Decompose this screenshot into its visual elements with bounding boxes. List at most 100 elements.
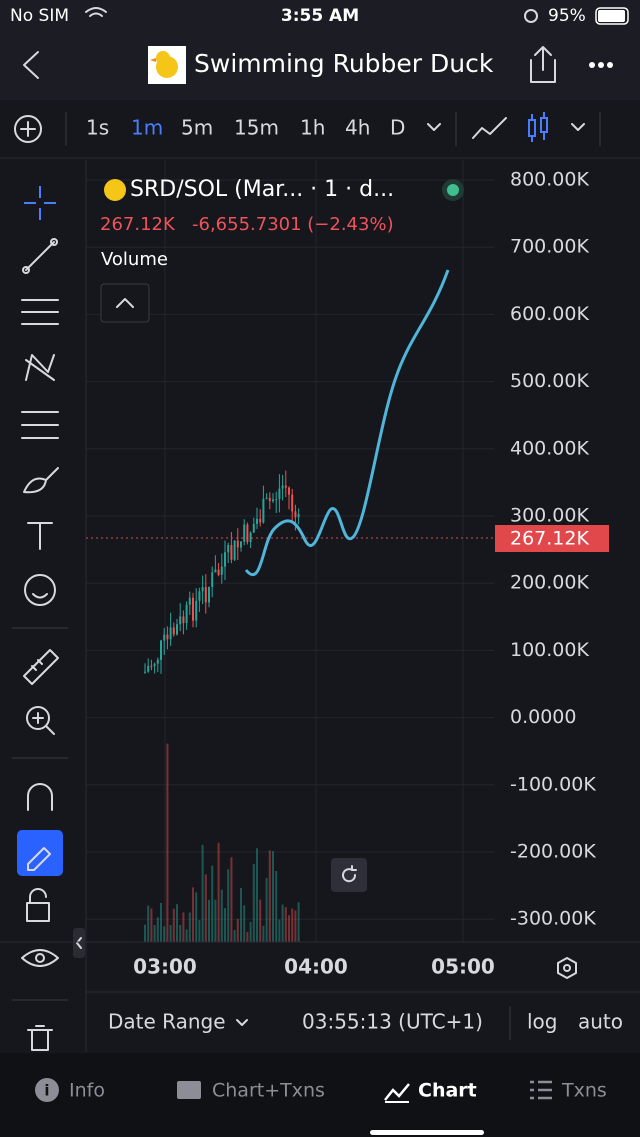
chart-type-dropdown[interactable] <box>571 123 585 131</box>
candle-body <box>224 552 226 567</box>
volume-bar <box>195 892 198 942</box>
timeframe-button[interactable]: 1h <box>300 116 325 140</box>
volume-bar <box>256 848 258 942</box>
volume-bar <box>185 929 188 942</box>
volume-bar <box>147 905 150 942</box>
candle-body <box>243 524 246 542</box>
price-axis-label: 100.00K <box>510 639 589 661</box>
volume-bar <box>262 925 265 942</box>
volume-bar <box>230 857 233 942</box>
drawing-toolbar <box>12 186 68 1051</box>
candle-body <box>240 541 242 548</box>
text-tool[interactable] <box>27 522 53 550</box>
candle-body <box>278 488 281 500</box>
candle-body <box>252 523 255 533</box>
time-axis-label: 04:00 <box>284 955 348 979</box>
volume-bar <box>272 851 274 942</box>
battery-icon <box>595 7 629 25</box>
emoji-tool[interactable] <box>24 574 56 606</box>
timeframe-button[interactable]: 5m <box>181 116 213 140</box>
timeframe-button[interactable]: 4h <box>345 116 370 140</box>
candle-body <box>246 524 249 542</box>
chart-clock: 03:55:13 (UTC+1) <box>302 1010 483 1034</box>
candles <box>144 470 300 942</box>
volume-bar <box>220 889 223 942</box>
chart-tab[interactable]: Chart <box>418 1080 477 1102</box>
timeframe-button[interactable]: 15m <box>234 116 279 140</box>
log-scale-toggle[interactable]: log <box>527 1010 558 1034</box>
volume-bar <box>204 874 207 942</box>
collapse-toolbar[interactable] <box>73 928 85 958</box>
candle-body <box>268 497 271 502</box>
auto-scale-toggle[interactable]: auto <box>578 1010 623 1034</box>
prediction-tool[interactable] <box>21 411 59 439</box>
volume-bar <box>224 908 226 942</box>
chart-settings[interactable] <box>557 957 577 979</box>
candle-body <box>156 659 159 664</box>
battery-percent: 95% <box>548 6 586 26</box>
brush-tool[interactable] <box>23 467 59 494</box>
drawn-curve <box>244 269 450 576</box>
crosshair-tool[interactable] <box>24 186 56 220</box>
line-chart-button[interactable] <box>472 117 507 139</box>
volume-bar <box>249 922 252 942</box>
candle-body <box>147 665 150 672</box>
price-axis-label: 400.00K <box>510 437 589 459</box>
volume-bar <box>252 863 255 942</box>
candle-body <box>272 499 274 502</box>
timeframe-button[interactable]: 1m <box>131 116 163 140</box>
volume-bar <box>156 917 159 942</box>
svg-text:i: i <box>44 1082 49 1100</box>
share-button[interactable] <box>530 46 556 83</box>
more-button[interactable] <box>589 62 613 68</box>
candle-body <box>150 665 153 667</box>
price-axis-label: -200.00K <box>510 841 596 863</box>
carrier: No SIM <box>10 6 69 26</box>
last-price-tag-label: 267.12K <box>510 528 589 550</box>
candle-body <box>227 545 230 553</box>
lock-tool[interactable] <box>26 888 50 922</box>
hide-tool[interactable] <box>21 949 59 967</box>
delete-tool[interactable] <box>27 1025 53 1051</box>
info-tab[interactable]: Info <box>69 1080 105 1102</box>
volume-bar <box>275 870 278 942</box>
candle-body <box>297 514 300 518</box>
volume-legend: Volume <box>101 249 168 270</box>
candle-body <box>169 627 172 640</box>
candle-body <box>214 569 217 573</box>
fib-tool[interactable] <box>21 299 59 325</box>
chart-txns-tab[interactable]: Chart+Txns <box>212 1080 325 1102</box>
txns-tab[interactable]: Txns <box>561 1080 607 1102</box>
chart-txns-icon <box>177 1081 201 1099</box>
candle-body <box>144 671 146 673</box>
volume-bar <box>265 877 268 942</box>
time-axis-label: 05:00 <box>431 955 495 979</box>
price-axis-label: 800.00K <box>510 169 589 191</box>
add-indicator-button[interactable] <box>14 115 42 143</box>
grid <box>86 160 494 942</box>
zoom-tool[interactable] <box>26 706 50 730</box>
pattern-tool[interactable] <box>25 354 55 381</box>
volume-bar <box>288 915 290 942</box>
candle-body <box>265 497 268 499</box>
measure-tool[interactable] <box>23 649 59 685</box>
volume-bar <box>284 907 287 942</box>
magnet-tool[interactable] <box>27 783 53 811</box>
timeframe-dropdown[interactable] <box>427 123 441 131</box>
volume-bar <box>208 899 210 942</box>
volume-bar <box>243 905 246 942</box>
reset-chart[interactable] <box>331 858 367 892</box>
candle-chart-button[interactable] <box>528 112 548 142</box>
back-button[interactable] <box>23 51 39 79</box>
volume-bar <box>281 904 284 942</box>
price-axis-label: -300.00K <box>510 908 596 930</box>
volume-bar <box>201 844 204 942</box>
trend-line-tool[interactable] <box>25 241 55 271</box>
collapse-legend[interactable] <box>100 283 150 323</box>
candle-body <box>192 597 194 621</box>
candle-body <box>288 487 290 495</box>
date-range-button[interactable]: Date Range <box>108 1010 226 1034</box>
timeframe-button[interactable]: 1s <box>86 116 109 140</box>
info-icon <box>35 1078 59 1102</box>
timeframe-button[interactable]: D <box>390 116 405 140</box>
